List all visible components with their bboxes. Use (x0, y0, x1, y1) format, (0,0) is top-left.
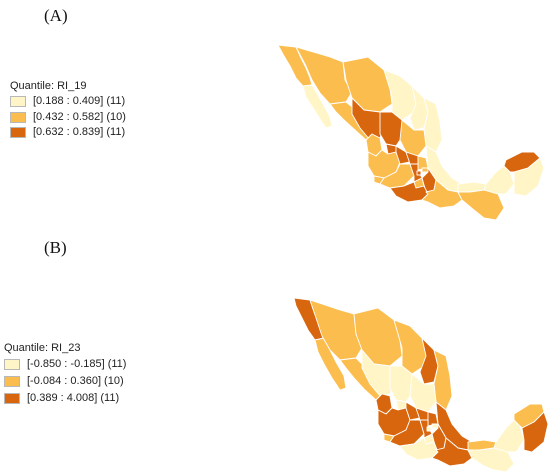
state-oaxaca (421, 179, 463, 209)
panel-a-legend-item-low: [0.188 : 0.409] (11) (10, 95, 125, 107)
panel-b-legend-title: Quantile: RI_23 (4, 342, 81, 354)
panel-b-choropleth-map (293, 297, 549, 473)
state-san-luis-potosi (399, 119, 427, 157)
panel-b-legend-item-low: [-0.850 : -0.185] (11) (4, 358, 126, 370)
state-san-luis-potosi (409, 373, 437, 413)
state-tlaxcala (431, 423, 439, 429)
state-tamaulipas (433, 349, 453, 411)
legend-swatch-high (4, 392, 20, 404)
state-tlaxcala (421, 167, 429, 173)
state-guerrero (389, 181, 429, 203)
legend-range-low: [-0.850 : -0.185] (11) (27, 358, 127, 370)
panel-b-legend-item-high: [0.389 : 4.008] (11) (4, 392, 119, 404)
legend-range-mid: [-0.084 : 0.360] (10) (27, 375, 124, 387)
panel-a-legend-item-mid: [0.432 : 0.582] (10) (10, 111, 126, 123)
panel-a-choropleth-map (277, 44, 545, 221)
panel-a-legend-item-high: [0.632 : 0.839] (11) (10, 126, 125, 138)
state-quintana-roo (513, 157, 545, 197)
state-quintana-roo (521, 411, 549, 453)
legend-range-low: [0.188 : 0.409] (11) (33, 95, 126, 107)
state-chihuahua (342, 56, 393, 113)
state-chiapas (467, 447, 515, 473)
legend-swatch-mid (4, 375, 20, 387)
state-guanajuato (395, 145, 411, 165)
state-mexico-city (416, 170, 422, 176)
panel-b-label: (B) (44, 238, 67, 257)
state-chiapas (457, 189, 505, 221)
state-chihuahua (353, 307, 403, 367)
legend-range-mid: [0.432 : 0.582] (10) (33, 111, 126, 123)
legend-range-high: [0.632 : 0.839] (11) (33, 126, 126, 138)
panel-b-legend-item-mid: [-0.084 : 0.360] (10) (4, 375, 124, 387)
state-guanajuato (405, 401, 421, 421)
panel-a-label: (A) (44, 6, 68, 25)
state-tamaulipas (423, 97, 443, 153)
state-durango (361, 349, 395, 397)
legend-swatch-high (10, 126, 26, 138)
legend-swatch-low (4, 358, 20, 370)
legend-swatch-low (10, 95, 26, 107)
state-oaxaca (431, 437, 473, 467)
state-mexico-city (426, 426, 432, 432)
state-baja-california-sur (302, 84, 333, 129)
state-guerrero (399, 437, 439, 461)
legend-range-high: [0.389 : 4.008] (11) (27, 392, 120, 404)
panel-a-legend-title: Quantile: RI_19 (10, 80, 87, 92)
legend-swatch-mid (10, 111, 26, 123)
